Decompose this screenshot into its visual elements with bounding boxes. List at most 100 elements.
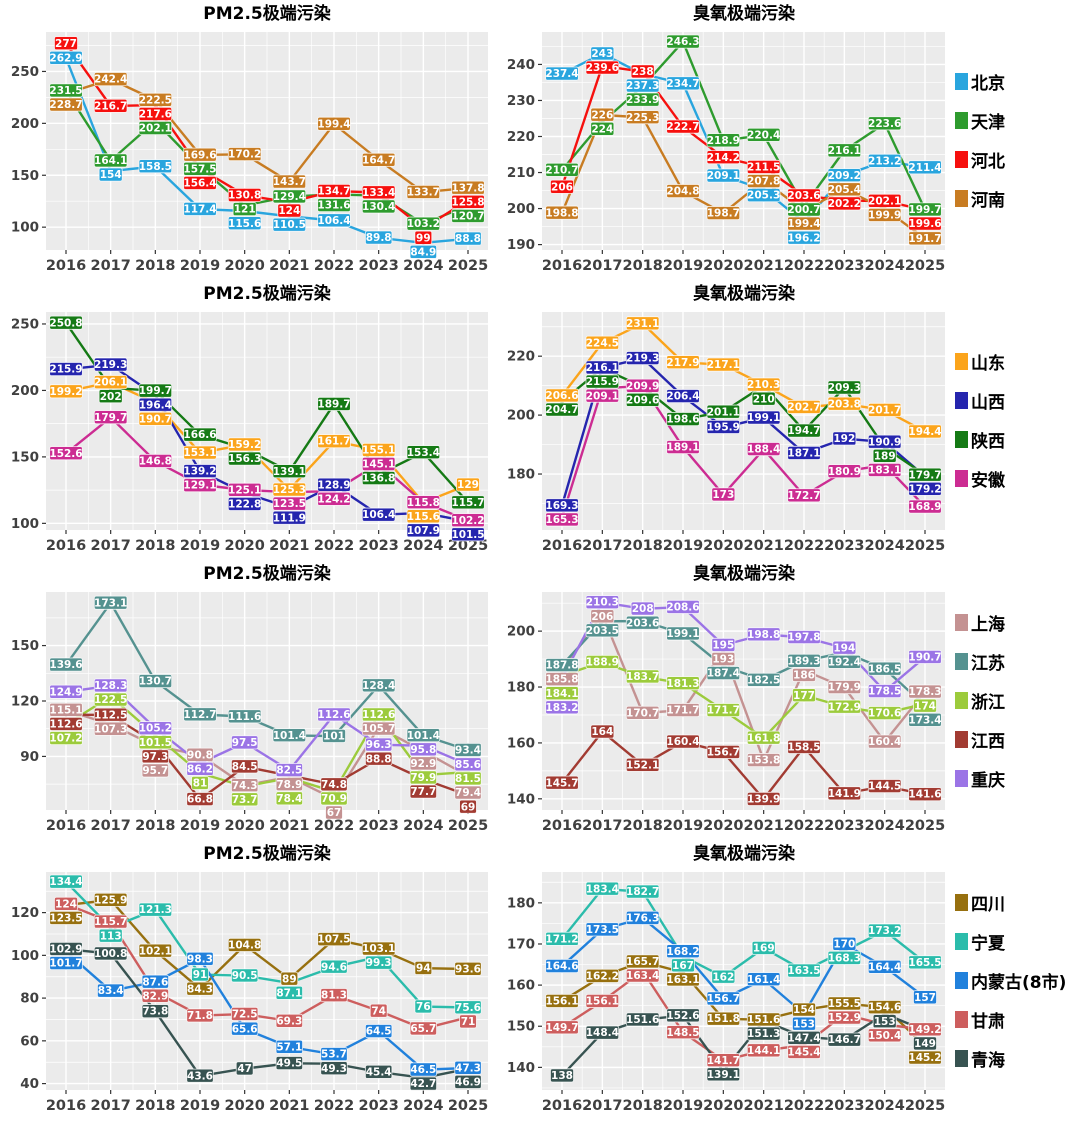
data-label-box [545,775,579,790]
data-label-box [867,207,902,222]
data-label: 85.6 [455,759,481,771]
data-label-box [867,661,902,676]
data-label: 94.6 [321,961,347,973]
series-line-4 [561,1012,926,1077]
x-tick-label: 2020 [703,538,743,554]
data-label: 202.7 [787,402,820,414]
y-tick-label: 140 [507,1060,535,1076]
data-label-box [867,462,902,477]
data-label: 145.1 [362,459,395,471]
data-label: 77.7 [410,786,436,798]
data-label-box [406,728,441,743]
data-label: 101 [323,731,345,743]
series-line-3 [561,730,926,801]
data-label-box [361,152,396,167]
data-label: 206.6 [545,390,578,402]
data-label-box [792,667,816,682]
data-label-box [787,399,821,414]
data-label: 82.9 [142,990,168,1002]
data-label: 144.5 [868,781,901,793]
data-label: 102.2 [451,515,484,527]
data-label: 112.6 [49,719,82,731]
x-tick-label: 2018 [622,1098,662,1114]
data-label-box [93,707,128,722]
data-label-box [320,988,348,1003]
data-label-box [459,1014,477,1029]
legend-label: 江西 [971,731,1005,752]
data-label-box [832,936,857,951]
data-label-box [787,963,821,978]
x-tick-label: 2023 [358,1098,398,1114]
x-tick-label: 2024 [403,258,443,274]
series-line-1 [561,887,926,979]
x-tick-label: 2023 [358,538,398,554]
data-label: 189 [874,450,896,462]
data-label: 102.1 [139,945,172,957]
data-label: 153.1 [183,447,216,459]
data-label: 199.7 [908,204,941,216]
data-label: 73.8 [142,1006,168,1018]
data-label-box [49,97,83,112]
x-tick-label: 2020 [703,258,743,274]
data-label: 46.5 [410,1064,436,1076]
data-label-box [792,1002,816,1017]
legend-item-0: 北京 [955,69,1005,94]
data-label-box [867,193,902,208]
data-label: 65.6 [232,1023,258,1035]
data-label: 115.8 [407,497,440,509]
x-tick-label: 2017 [582,818,622,834]
data-label-box [227,496,262,511]
series-line-4 [65,948,469,1079]
data-label: 196.4 [139,399,172,411]
data-label: 206 [551,181,573,193]
data-label: 81 [193,778,208,790]
x-tick-label: 2016 [542,258,582,274]
data-label-box [625,378,660,393]
data-label-box [746,1043,781,1058]
data-label: 95.7 [142,765,168,777]
data-label: 139.9 [747,794,780,806]
data-label-box [550,1068,574,1083]
data-label-box [867,734,902,749]
data-label: 122.5 [94,694,127,706]
data-label-box [545,993,579,1008]
data-label-box [191,967,209,982]
pm25-chart-row1: PM2.5极端污染 2016 2017 2018 2019 2020 2021 2022 20… [0,0,500,280]
legend-swatch-icon [955,392,968,409]
data-label: 192 [833,433,855,445]
x-tick-label: 2025 [448,538,488,554]
data-label: 101.5 [139,737,172,749]
x-tick-label: 2020 [703,818,743,834]
series-line-3 [560,113,926,240]
data-label-box [231,1021,259,1036]
x-tick-label: 2022 [784,1098,824,1114]
data-label: 97.3 [142,751,168,763]
data-label-box [365,751,393,766]
series-line-1 [65,363,469,523]
data-label-box [625,968,660,983]
data-label: 139.2 [183,466,216,478]
data-label: 183.4 [586,883,619,895]
data-label-box [138,902,173,917]
data-label: 180.9 [828,466,861,478]
data-label: 131.6 [317,200,350,212]
x-tick-label: 2024 [864,538,904,554]
x-tick-label: 2023 [824,538,864,554]
data-label-box [365,1024,393,1039]
legend-swatch-icon [955,769,968,787]
legend-item-3: 江西 [955,727,1005,752]
y-tick-label: 200 [507,624,535,640]
data-label: 149.7 [545,1022,578,1034]
data-label: 117.4 [183,203,216,215]
y-tick-label: 120 [11,694,39,710]
pm25-chart-canvas-row2: 2016 2017 2018 2019 2020 2021 2022 2023 2024 2025… [11,312,488,554]
data-label: 159.2 [228,439,261,451]
data-label-box [406,523,441,538]
series-line-0 [561,613,926,762]
legend-item-2: 河北 [955,147,1005,172]
x-tick-label: 2016 [46,258,86,274]
x-tick-label: 2024 [864,818,904,834]
data-label: 189.3 [787,655,820,667]
data-label: 107.9 [407,525,440,537]
x-tick-label: 2025 [448,818,488,834]
